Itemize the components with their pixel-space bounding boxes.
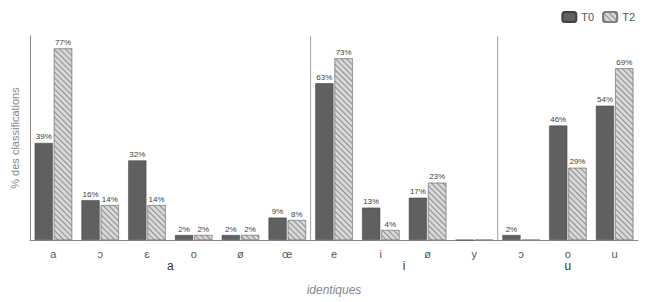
svg-text:T0: T0 <box>581 11 594 23</box>
svg-text:u: u <box>612 248 618 260</box>
svg-text:17%: 17% <box>410 187 426 196</box>
svg-text:o: o <box>565 248 571 260</box>
svg-text:4%: 4% <box>385 220 397 229</box>
svg-text:9%: 9% <box>272 207 284 216</box>
svg-text:2%: 2% <box>506 225 518 234</box>
svg-text:e: e <box>331 248 337 260</box>
svg-text:y: y <box>472 248 478 260</box>
svg-text:63%: 63% <box>316 73 332 82</box>
svg-text:14%: 14% <box>149 195 165 204</box>
svg-text:i: i <box>403 259 406 273</box>
svg-text:8%: 8% <box>291 210 303 219</box>
svg-text:2%: 2% <box>225 225 237 234</box>
svg-text:œ: œ <box>282 248 292 260</box>
svg-text:ɔ: ɔ <box>518 248 524 260</box>
svg-text:a: a <box>167 259 174 273</box>
svg-text:69%: 69% <box>616 58 632 67</box>
svg-text:2%: 2% <box>198 225 210 234</box>
svg-text:46%: 46% <box>550 115 566 124</box>
svg-text:39%: 39% <box>36 132 52 141</box>
svg-text:54%: 54% <box>597 95 613 104</box>
svg-text:2%: 2% <box>178 225 190 234</box>
svg-text:T2: T2 <box>622 11 635 23</box>
svg-text:o: o <box>191 248 197 260</box>
svg-text:2%: 2% <box>244 225 256 234</box>
svg-text:77%: 77% <box>55 38 71 47</box>
svg-text:identiques: identiques <box>307 283 362 297</box>
svg-text:16%: 16% <box>83 190 99 199</box>
svg-text:a: a <box>50 248 57 260</box>
svg-text:ø: ø <box>237 248 244 260</box>
svg-text:13%: 13% <box>363 197 379 206</box>
svg-text:ø: ø <box>424 248 431 260</box>
svg-text:u: u <box>565 259 572 273</box>
svg-text:% des classifications: % des classifications <box>9 87 21 189</box>
svg-text:ɛ: ɛ <box>144 248 149 260</box>
svg-text:23%: 23% <box>429 172 445 181</box>
svg-text:i: i <box>380 248 382 260</box>
svg-text:73%: 73% <box>336 48 352 57</box>
svg-text:32%: 32% <box>129 150 145 159</box>
svg-text:29%: 29% <box>569 157 585 166</box>
svg-text:ɔ: ɔ <box>97 248 103 260</box>
svg-text:14%: 14% <box>102 195 118 204</box>
